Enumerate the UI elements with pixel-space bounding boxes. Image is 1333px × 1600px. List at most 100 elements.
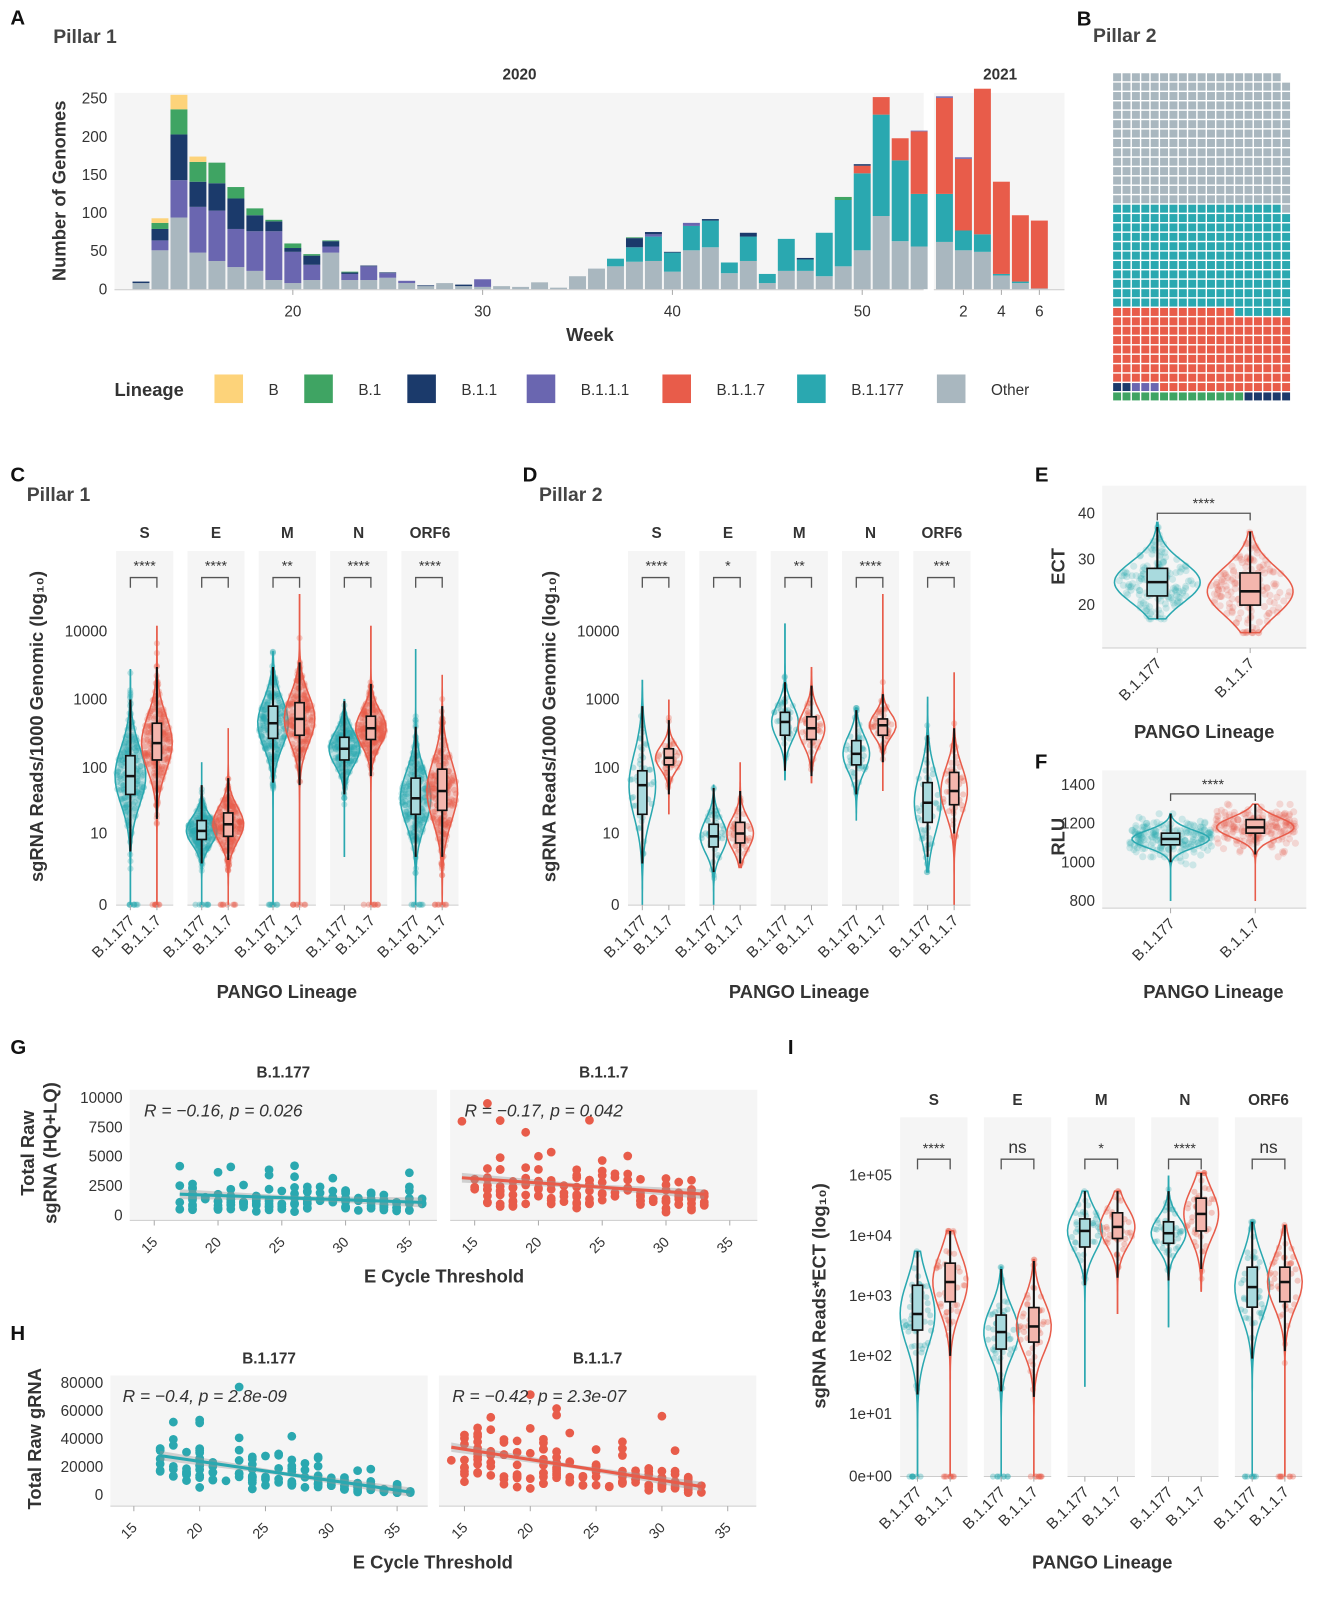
waffle-cell — [1225, 326, 1234, 335]
waffle-cell — [1131, 82, 1140, 91]
waffle-cell — [1150, 307, 1159, 316]
data-point — [1085, 1202, 1092, 1209]
waffle-cell — [1113, 289, 1122, 298]
waffle-cell — [1160, 195, 1169, 204]
waffle-cell — [1244, 101, 1253, 110]
data-point — [304, 719, 311, 726]
data-point — [1175, 1235, 1182, 1242]
data-point — [131, 806, 138, 813]
waffle-cell — [1216, 167, 1225, 176]
waffle-cell — [1113, 185, 1122, 194]
significance-label: **** — [419, 558, 442, 574]
data-point — [260, 722, 267, 729]
waffle-cell — [1113, 298, 1122, 307]
data-point — [236, 822, 243, 829]
waffle-cell — [1225, 317, 1234, 326]
bar-segment-b-1-177 — [607, 258, 624, 267]
facet-label-m: M — [281, 525, 294, 542]
waffle-cell — [1141, 185, 1150, 194]
bar-segment-b-1-1-1 — [189, 206, 207, 253]
waffle-cell — [1244, 261, 1253, 269]
data-point — [1268, 1280, 1275, 1287]
data-point — [351, 744, 358, 751]
bar-segment-b-1-1 — [701, 219, 719, 221]
waffle-cell — [1169, 354, 1178, 363]
facet-label-2021: 2021 — [983, 67, 1018, 84]
data-point — [195, 839, 202, 846]
waffle-cell — [1169, 317, 1178, 326]
waffle-cell — [1169, 251, 1178, 260]
data-point — [121, 802, 129, 809]
bar-segment-other — [208, 260, 226, 290]
waffle-cell — [1263, 204, 1272, 213]
waffle-cell — [1244, 204, 1253, 213]
waffle-cell — [1131, 73, 1140, 82]
waffle-cell — [1169, 185, 1178, 194]
waffle-cell — [1160, 317, 1169, 326]
data-point — [134, 757, 141, 764]
data-point — [136, 790, 144, 798]
data-point — [662, 765, 669, 772]
waffle-cell — [1178, 82, 1187, 91]
data-point — [274, 746, 281, 753]
waffle-cell — [1235, 232, 1244, 241]
data-point — [143, 752, 151, 759]
waffle-cell — [1188, 129, 1197, 138]
panel-letter-f: F — [1035, 751, 1047, 773]
waffle-cell — [1160, 138, 1169, 147]
waffle-cell — [1122, 317, 1131, 326]
data-point — [303, 702, 310, 709]
data-point — [261, 713, 268, 720]
bar-segment-b-1 — [625, 237, 643, 239]
waffle-cell — [1225, 354, 1234, 363]
data-point — [202, 814, 209, 821]
data-point — [193, 814, 200, 821]
waffle-cell — [1263, 336, 1272, 345]
waffle-cell — [1253, 223, 1262, 232]
waffle-cell — [1216, 326, 1225, 335]
data-point — [278, 713, 285, 720]
waffle-cell — [1197, 383, 1206, 392]
waffle-cell — [1225, 120, 1234, 129]
data-point — [188, 818, 195, 825]
y-tick-label: 100 — [594, 760, 620, 777]
waffle-cell — [1188, 101, 1197, 110]
waffle-cell — [1122, 157, 1131, 166]
y-tick-label: 250 — [82, 91, 108, 108]
waffle-cell — [1169, 242, 1178, 251]
waffle-cell — [1197, 185, 1206, 194]
data-point — [287, 732, 294, 739]
waffle-cell — [1263, 364, 1272, 373]
waffle-cell — [1178, 364, 1187, 373]
waffle-cell — [1113, 148, 1122, 157]
waffle-cell — [1207, 364, 1215, 373]
waffle-cell — [1263, 279, 1272, 288]
waffle-cell — [1188, 392, 1197, 401]
data-point — [286, 718, 293, 725]
data-point — [191, 837, 198, 844]
data-point — [158, 716, 165, 723]
waffle-cell — [1207, 138, 1215, 147]
waffle-cell — [1253, 110, 1262, 119]
box — [911, 1284, 924, 1331]
waffle-cell — [1272, 214, 1281, 223]
y-tick-label: 10 — [90, 826, 107, 843]
data-point — [188, 832, 195, 839]
data-point — [378, 725, 385, 732]
data-point — [266, 693, 273, 700]
waffle-cell — [1282, 354, 1291, 363]
waffle-cell — [1169, 138, 1178, 147]
waffle-cell — [1282, 373, 1291, 382]
bar-segment-b-1-1-7 — [992, 181, 1010, 274]
waffle-cell — [1282, 270, 1291, 279]
waffle-cell — [1131, 336, 1140, 345]
significance-label: ns — [1008, 1137, 1027, 1157]
data-point — [260, 714, 267, 722]
data-point — [332, 754, 339, 761]
waffle-cell — [1197, 120, 1206, 129]
data-point — [1255, 618, 1263, 626]
data-point — [1241, 1307, 1249, 1315]
waffle-cell — [1263, 232, 1272, 241]
significance-label: *** — [934, 558, 951, 574]
waffle-cell — [1244, 298, 1253, 307]
